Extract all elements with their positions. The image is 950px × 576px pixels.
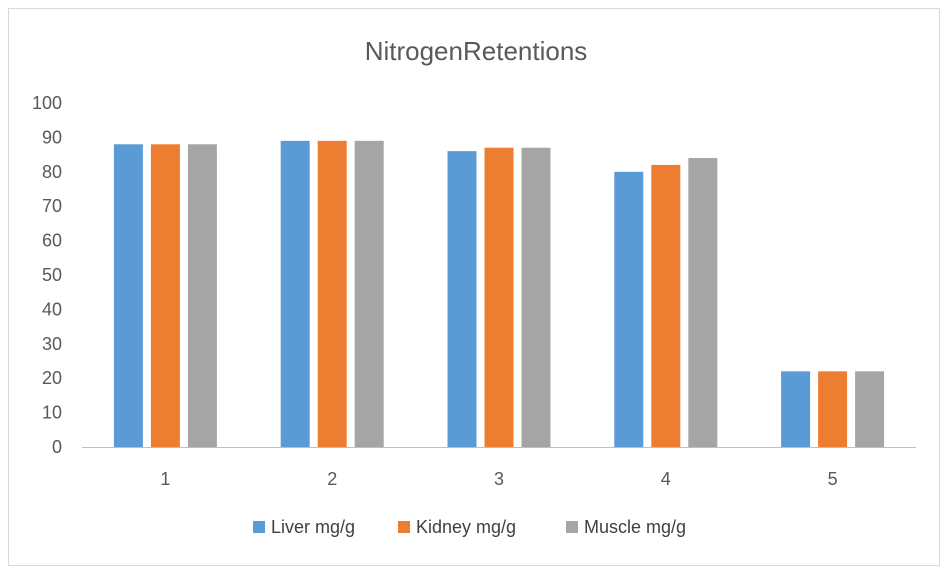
bar-kidney [484, 147, 514, 447]
bar-kidney [150, 144, 180, 447]
legend: Liver mg/g Kidney mg/g Muscle mg/g [253, 517, 686, 537]
bar-liver [113, 144, 143, 447]
bars [113, 140, 885, 448]
legend-swatch [253, 521, 265, 533]
x-tick-label: 5 [828, 469, 838, 489]
y-tick-label: 10 [42, 403, 62, 423]
y-tick-label: 0 [52, 437, 62, 457]
x-tick-label: 4 [661, 469, 671, 489]
y-tick-label: 20 [42, 368, 62, 388]
legend-swatch [566, 521, 578, 533]
bar-kidney [818, 371, 848, 447]
x-tick-label: 2 [327, 469, 337, 489]
x-axis: 1 2 3 4 5 [82, 447, 916, 489]
y-tick-label: 60 [42, 231, 62, 251]
bar-liver [447, 151, 477, 447]
bar-muscle [187, 144, 217, 447]
legend-label: Kidney mg/g [416, 517, 516, 537]
bar-muscle [521, 147, 551, 447]
legend-label: Liver mg/g [271, 517, 355, 537]
bar-kidney [317, 140, 347, 447]
y-tick-label: 50 [42, 265, 62, 285]
bar-liver [781, 371, 811, 447]
bar-liver [614, 171, 644, 448]
x-tick-label: 3 [494, 469, 504, 489]
bar-kidney [651, 164, 681, 448]
y-axis: 0 10 20 30 40 50 60 70 80 90 100 [32, 93, 62, 457]
legend-swatch [398, 521, 410, 533]
y-tick-label: 70 [42, 196, 62, 216]
bar-muscle [688, 158, 718, 448]
x-tick-label: 1 [160, 469, 170, 489]
legend-label: Muscle mg/g [584, 517, 686, 537]
chart-title: NitrogenRetentions [365, 36, 588, 66]
y-tick-label: 40 [42, 299, 62, 319]
y-tick-label: 90 [42, 127, 62, 147]
bar-muscle [855, 371, 885, 447]
y-tick-label: 30 [42, 334, 62, 354]
y-tick-label: 100 [32, 93, 62, 113]
bar-liver [280, 140, 310, 447]
bar-muscle [354, 140, 384, 447]
y-tick-label: 80 [42, 162, 62, 182]
